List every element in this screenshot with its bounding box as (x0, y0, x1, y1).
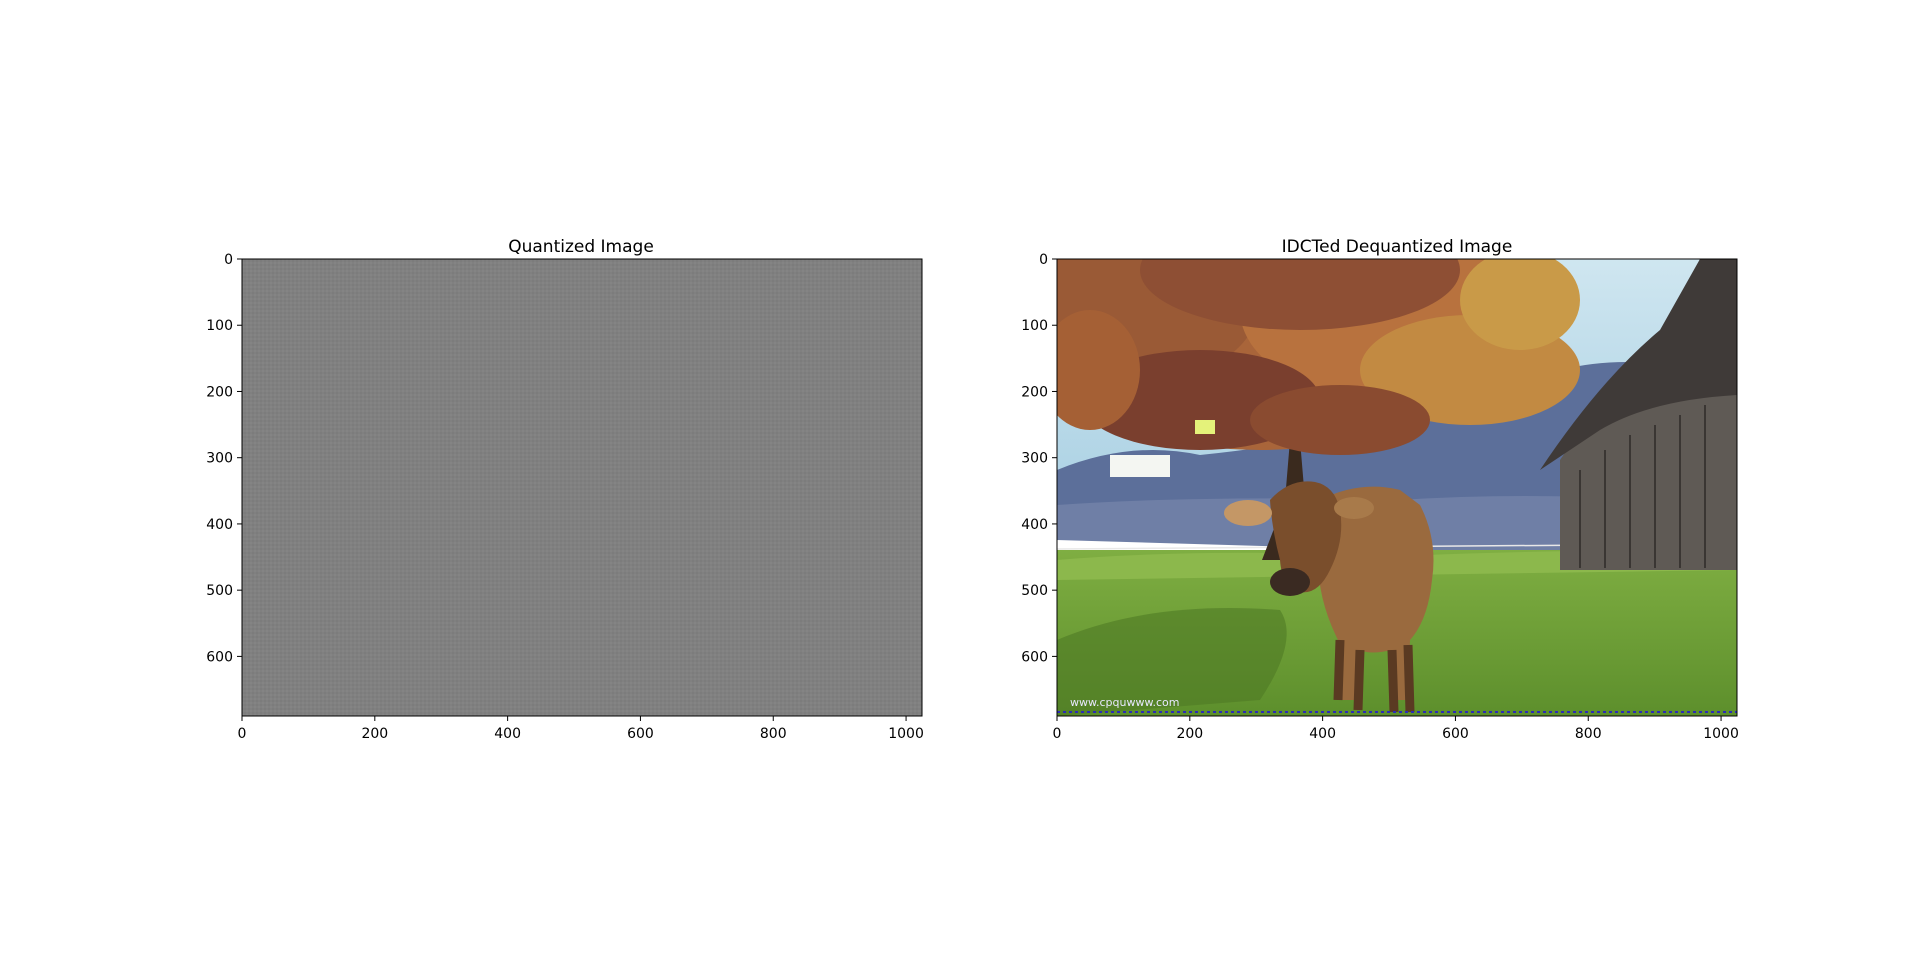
y-tick-label: 0 (224, 252, 233, 268)
y-tick-label: 300 (206, 451, 233, 467)
x-ticks-left: 0 200 400 600 800 1000 (238, 716, 924, 742)
x-tick-label: 400 (1309, 726, 1336, 742)
dequantized-image: www.cpquwww.com (1057, 259, 1737, 716)
x-tick-label: 0 (1053, 726, 1062, 742)
y-tick-label: 300 (1021, 451, 1048, 467)
y-ticks-left: 0 100 200 300 400 500 600 (206, 252, 242, 665)
y-tick-label: 100 (206, 318, 233, 334)
x-tick-label: 800 (760, 726, 787, 742)
x-tick-label: 800 (1575, 726, 1602, 742)
y-tick-label: 400 (1021, 517, 1048, 533)
x-tick-label: 600 (627, 726, 654, 742)
y-tick-label: 0 (1039, 252, 1048, 268)
axes-frame-right (1056, 258, 1738, 717)
quantized-image (242, 259, 922, 716)
tree-canopy (1057, 259, 1580, 455)
cow (1224, 481, 1434, 713)
y-tick-label: 500 (1021, 583, 1048, 599)
y-tick-label: 200 (1021, 384, 1048, 400)
x-tick-label: 200 (1176, 726, 1203, 742)
grass-shadow (1057, 608, 1287, 716)
image-watermark: www.cpquwww.com (1070, 696, 1179, 709)
y-tick-label: 400 (206, 517, 233, 533)
axes-quantized-image: Quantized Image 0 200 400 600 800 1000 0 100 20… (206, 237, 924, 742)
barn-planks (1579, 405, 1706, 568)
axes-frame-left (241, 258, 923, 717)
y-tick-label: 600 (1021, 649, 1048, 665)
x-ticks-right: 0 200 400 600 800 1000 (1053, 716, 1739, 742)
y-tick-label: 600 (206, 649, 233, 665)
y-ticks-right: 0 100 200 300 400 500 600 (1021, 252, 1057, 665)
sky-patch-yellow (1195, 420, 1215, 434)
y-tick-label: 500 (206, 583, 233, 599)
barn-roof (1540, 259, 1737, 470)
axes-idct-dequantized-image: IDCTed Dequantized Image (1021, 237, 1739, 742)
sky-patch (1110, 455, 1170, 477)
x-tick-label: 200 (361, 726, 388, 742)
y-tick-label: 100 (1021, 318, 1048, 334)
axes-title-dequantized: IDCTed Dequantized Image (1282, 237, 1513, 257)
axes-title-quantized: Quantized Image (508, 237, 654, 257)
y-tick-label: 200 (206, 384, 233, 400)
x-tick-label: 600 (1442, 726, 1469, 742)
x-tick-label: 0 (238, 726, 247, 742)
x-tick-label: 1000 (1703, 726, 1739, 742)
x-tick-label: 1000 (888, 726, 924, 742)
x-tick-label: 400 (494, 726, 521, 742)
